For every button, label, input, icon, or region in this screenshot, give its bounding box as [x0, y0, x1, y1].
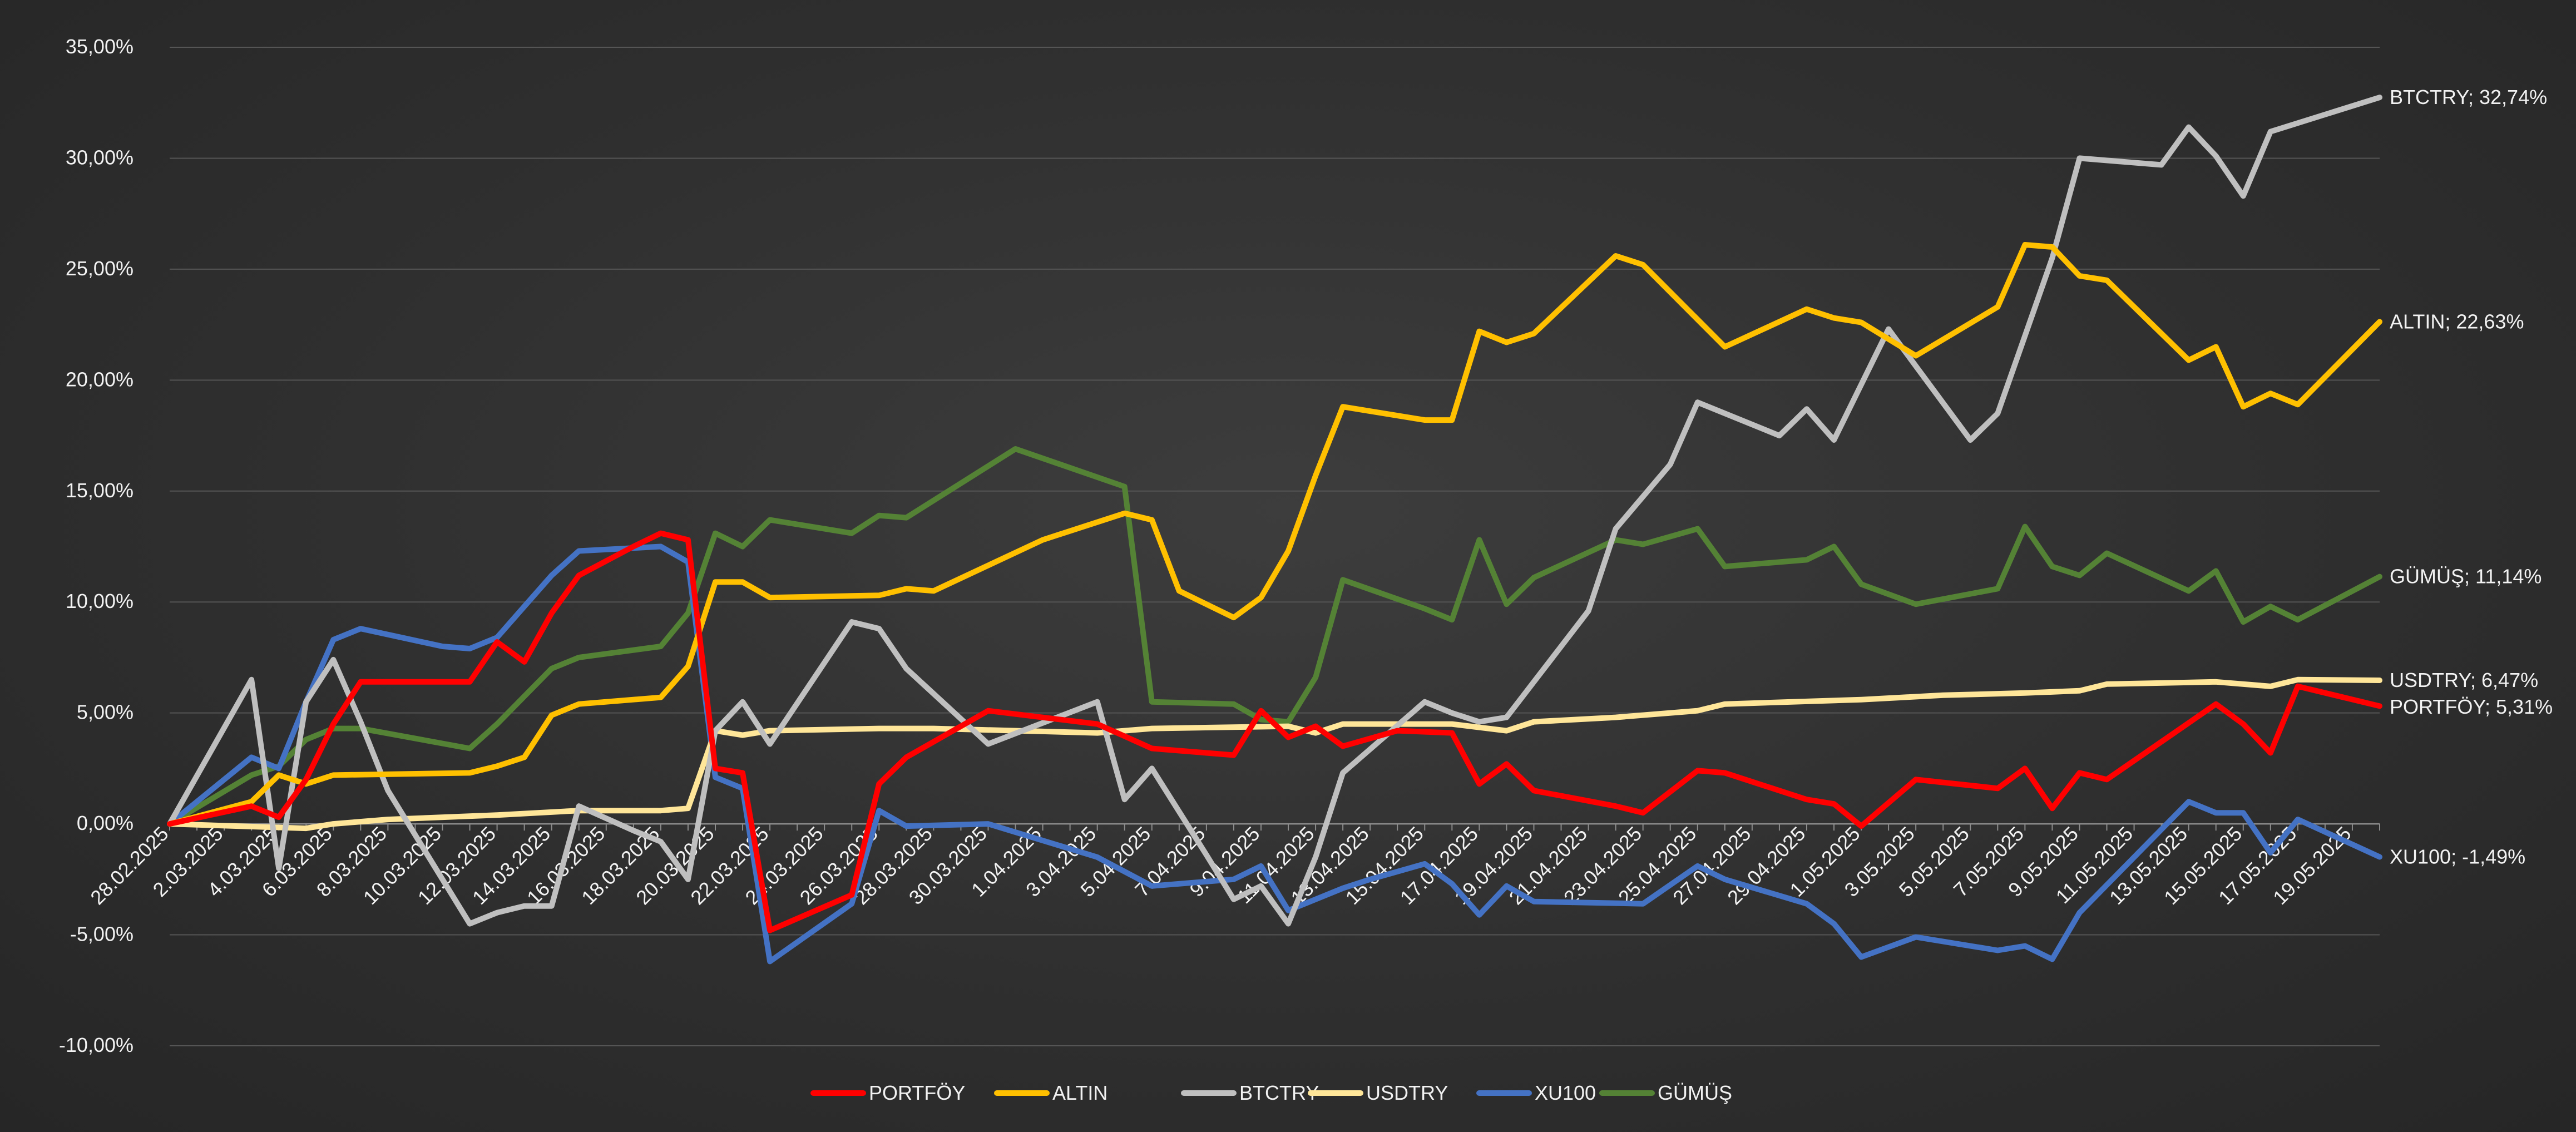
end-label-portföy: PORTFÖY; 5,31% — [2390, 695, 2553, 718]
legend-label: PORTFÖY — [869, 1081, 965, 1104]
series-line-btctry — [167, 95, 2382, 927]
series-line-xu100 — [167, 543, 2382, 965]
series-line-portföy — [167, 530, 2382, 933]
series-line-altin — [167, 242, 2382, 827]
legend-item-xu100: XU100 — [1476, 1081, 1596, 1104]
y-tick-label: -10,00% — [59, 1034, 134, 1056]
end-label-altin: ALTIN; 22,63% — [2390, 310, 2524, 333]
legend-item-usdtry: USDTRY — [1308, 1081, 1448, 1104]
series-lines — [167, 95, 2382, 965]
series-end-labels: BTCTRY; 32,74% ALTIN; 22,63% GÜMÜŞ; 11,14%… — [2390, 86, 2553, 868]
y-tick-label: 15,00% — [66, 479, 134, 502]
x-axis-tick-labels: 28.02.20252.03.20254.03.20256.03.20258.0… — [86, 822, 2355, 909]
y-tick-label: 10,00% — [66, 590, 134, 612]
y-tick-label: 0,00% — [77, 812, 134, 834]
y-tick-label: 30,00% — [66, 146, 134, 169]
y-tick-label: 5,00% — [77, 701, 134, 724]
y-tick-label: 25,00% — [66, 257, 134, 280]
legend-label: ALTIN — [1052, 1081, 1107, 1104]
end-label-xu100: XU100; -1,49% — [2390, 846, 2525, 868]
legend-label: GÜMÜŞ — [1658, 1081, 1732, 1104]
y-axis: 35,00% 30,00% 25,00% 20,00% 15,00% 10,00% 5,00… — [59, 35, 134, 1056]
y-tick-label: -5,00% — [70, 923, 134, 946]
x-axis — [169, 823, 2380, 831]
series-line-gümüş — [167, 446, 2382, 827]
end-label-usdtry: USDTRY; 6,47% — [2390, 669, 2538, 691]
legend-label: USDTRY — [1366, 1081, 1448, 1104]
legend-item-btctry: BTCTRY — [1181, 1081, 1319, 1104]
y-tick-label: 35,00% — [66, 35, 134, 58]
legend-label: XU100 — [1535, 1081, 1596, 1104]
y-tick-label: 20,00% — [66, 368, 134, 390]
legend-label: BTCTRY — [1239, 1081, 1319, 1104]
legend-item-portföy: PORTFÖY — [810, 1081, 965, 1104]
legend-item-altin: ALTIN — [994, 1081, 1107, 1104]
series-line-usdtry — [167, 676, 2382, 832]
end-label-btctry: BTCTRY; 32,74% — [2390, 86, 2547, 108]
end-label-gümüş: GÜMÜŞ; 11,14% — [2390, 565, 2542, 588]
gridlines — [170, 47, 2380, 1046]
legend: PORTFÖY ALTIN BTCTRY USDTRY XU100 GÜMÜŞ — [810, 1081, 1732, 1104]
legend-item-gümüş: GÜMÜŞ — [1599, 1081, 1732, 1104]
